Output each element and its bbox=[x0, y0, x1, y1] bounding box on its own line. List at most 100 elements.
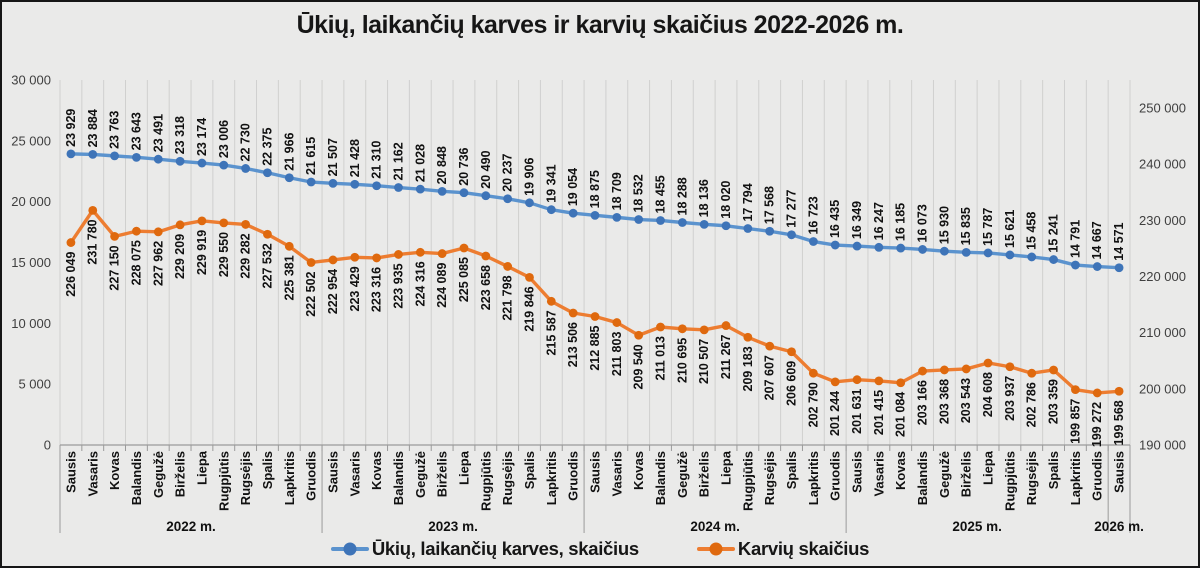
month-tick-label: Vasaris bbox=[85, 451, 100, 497]
data-label: 15 621 bbox=[1003, 210, 1017, 248]
data-label: 21 310 bbox=[370, 140, 384, 178]
legend-label-farms: Ūkių, laikančių karves, skaičius bbox=[371, 538, 639, 559]
month-tick-label: Birželis bbox=[959, 451, 974, 497]
month-tick-label: Liepa bbox=[456, 450, 471, 485]
month-tick-label: Sausis bbox=[588, 451, 603, 493]
data-point-marker bbox=[699, 219, 709, 229]
data-point-marker bbox=[939, 246, 949, 256]
data-label: 221 798 bbox=[501, 275, 515, 320]
data-label: 199 272 bbox=[1090, 402, 1104, 447]
data-label: 201 084 bbox=[894, 392, 908, 437]
data-point-marker bbox=[983, 358, 993, 368]
data-point-marker bbox=[394, 250, 403, 259]
month-tick-label: Sausis bbox=[850, 451, 865, 493]
data-point-marker bbox=[437, 186, 447, 196]
data-point-marker bbox=[830, 240, 840, 250]
data-label: 199 568 bbox=[1112, 400, 1126, 445]
data-point-marker bbox=[328, 255, 338, 265]
data-point-marker bbox=[197, 216, 207, 226]
data-label: 229 209 bbox=[173, 234, 187, 279]
month-tick-label: Liepa bbox=[194, 450, 209, 485]
data-point-marker bbox=[765, 341, 775, 351]
month-tick-label: Vasaris bbox=[871, 451, 886, 497]
data-label: 22 730 bbox=[239, 123, 253, 161]
right-axis-tick-label: 200 000 bbox=[1139, 381, 1186, 396]
data-point-marker bbox=[939, 365, 949, 375]
data-label: 229 550 bbox=[217, 232, 231, 277]
data-point-marker bbox=[743, 332, 753, 342]
data-label: 229 919 bbox=[195, 230, 209, 275]
data-label: 23 491 bbox=[151, 114, 165, 152]
data-label: 16 349 bbox=[850, 201, 864, 239]
data-point-marker bbox=[1071, 260, 1080, 270]
month-tick-label: Lapkritis bbox=[1068, 451, 1083, 505]
data-point-marker bbox=[197, 158, 207, 168]
right-axis-tick-label: 220 000 bbox=[1139, 269, 1186, 284]
month-tick-label: Birželis bbox=[435, 451, 450, 497]
month-tick-label: Rugpjūtis bbox=[740, 451, 755, 511]
month-tick-label: Lapkritis bbox=[544, 451, 559, 505]
data-label: 227 532 bbox=[260, 243, 274, 288]
year-label: 2024 m. bbox=[690, 519, 740, 534]
month-tick-label: Sausis bbox=[63, 451, 78, 493]
data-label: 223 316 bbox=[370, 267, 384, 312]
data-label: 18 532 bbox=[632, 174, 646, 212]
data-point-marker bbox=[481, 191, 491, 201]
month-tick-label: Balandis bbox=[129, 451, 144, 505]
data-point-marker bbox=[1092, 388, 1102, 398]
data-point-marker bbox=[263, 168, 272, 178]
data-label: 203 543 bbox=[959, 378, 973, 423]
data-point-marker bbox=[153, 227, 163, 237]
data-label: 15 835 bbox=[959, 207, 973, 245]
month-tick-label: Gruodis bbox=[828, 451, 843, 501]
left-axis-tick-label: 20 000 bbox=[11, 194, 51, 209]
month-tick-label: Rugsėjis bbox=[500, 451, 515, 505]
data-label: 225 085 bbox=[457, 257, 471, 302]
left-axis-tick-label: 30 000 bbox=[11, 73, 51, 88]
data-label: 212 885 bbox=[588, 325, 602, 370]
data-point-marker bbox=[656, 216, 665, 225]
data-point-marker bbox=[896, 243, 906, 253]
month-tick-label: Vasaris bbox=[609, 451, 624, 497]
month-tick-label: Rugpjūtis bbox=[216, 451, 231, 511]
data-label: 222 954 bbox=[326, 269, 340, 314]
data-label: 226 049 bbox=[64, 252, 78, 297]
data-point-marker bbox=[1092, 262, 1102, 271]
data-label: 20 736 bbox=[457, 147, 471, 185]
data-label: 19 906 bbox=[522, 158, 536, 196]
data-label: 17 568 bbox=[763, 186, 777, 224]
data-label: 15 241 bbox=[1047, 214, 1061, 252]
data-label: 202 790 bbox=[806, 382, 820, 427]
month-tick-label: Spalis bbox=[260, 451, 275, 489]
data-label: 15 930 bbox=[937, 206, 951, 244]
data-point-marker bbox=[110, 151, 119, 161]
year-label: 2022 m. bbox=[166, 519, 216, 534]
data-label: 14 667 bbox=[1090, 221, 1104, 259]
data-point-marker bbox=[503, 262, 513, 271]
data-point-marker bbox=[699, 325, 709, 335]
month-tick-label: Balandis bbox=[653, 451, 668, 505]
data-label: 18 136 bbox=[697, 179, 711, 217]
data-label: 21 162 bbox=[391, 142, 405, 180]
left-axis-tick-label: 15 000 bbox=[11, 255, 51, 270]
data-label: 227 150 bbox=[108, 245, 122, 290]
data-point-marker bbox=[525, 198, 534, 208]
year-label: 2025 m. bbox=[952, 519, 1002, 534]
data-label: 22 375 bbox=[260, 127, 274, 165]
data-point-marker bbox=[568, 208, 578, 218]
month-tick-label: Rugsėjis bbox=[1024, 451, 1039, 505]
data-label: 21 966 bbox=[282, 132, 296, 170]
month-tick-label: Gegužė bbox=[151, 451, 166, 498]
data-point-marker bbox=[372, 181, 382, 191]
data-label: 223 429 bbox=[348, 266, 362, 311]
data-label: 21 615 bbox=[304, 137, 318, 175]
cows-series-line-icon bbox=[696, 542, 735, 556]
data-point-marker bbox=[525, 273, 534, 282]
data-label: 18 709 bbox=[610, 172, 624, 210]
month-tick-label: Birželis bbox=[697, 451, 712, 497]
data-label: 17 794 bbox=[741, 183, 755, 221]
data-label: 204 608 bbox=[981, 372, 995, 417]
data-label: 215 587 bbox=[544, 310, 558, 355]
data-label: 18 455 bbox=[654, 175, 668, 213]
